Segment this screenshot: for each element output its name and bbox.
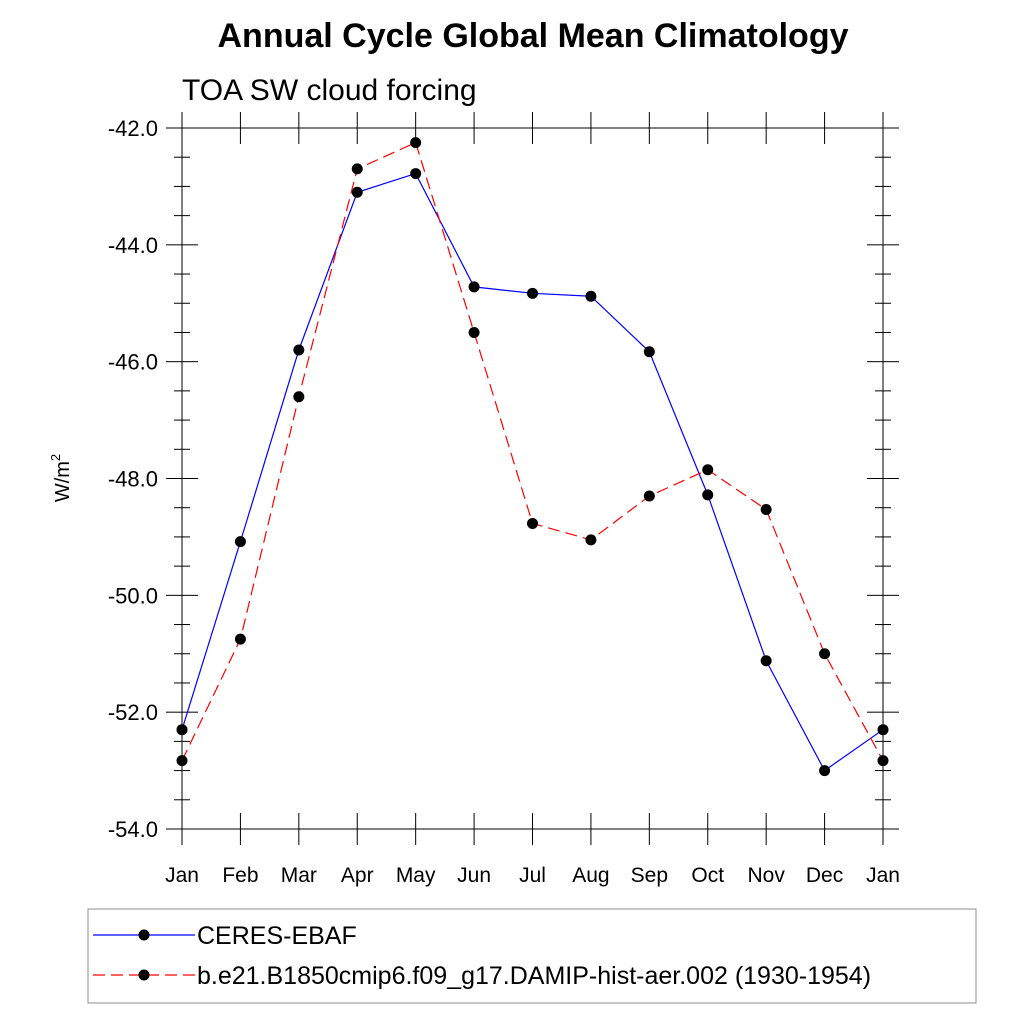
data-point [234, 633, 246, 645]
data-point [527, 517, 538, 529]
data-point [819, 648, 831, 660]
data-point [468, 326, 480, 338]
y-tick-label: -44.0 [108, 233, 158, 258]
data-point [410, 168, 422, 180]
legend-box [87, 908, 977, 1004]
x-tick-label: Jun [457, 864, 491, 887]
legend: CERES-EBAF b.e21.B1850cmip6.f09_g17.DAMIP… [93, 922, 871, 990]
data-point [176, 724, 188, 736]
x-tick-label: Oct [691, 864, 724, 887]
data-point [410, 137, 422, 149]
x-tick-label: Sep [631, 864, 668, 887]
x-tick-label: Jan [866, 864, 900, 887]
data-point [293, 344, 305, 356]
y-axis-label: W/m2 [48, 454, 74, 502]
data-point [702, 489, 714, 501]
x-tick-label: May [396, 864, 436, 887]
data-point [585, 290, 597, 302]
data-point [351, 186, 363, 198]
data-point [760, 503, 772, 515]
data-point [643, 346, 655, 358]
legend-entry-2: b.e21.B1850cmip6.f09_g17.DAMIP-hist-aer.… [93, 962, 871, 990]
plot-frame [181, 127, 884, 830]
series-line [181, 172, 884, 772]
y-tick-label: -52.0 [108, 700, 158, 725]
x-tick-label: Jan [165, 864, 199, 887]
x-tick-label: Dec [806, 864, 843, 887]
data-point [585, 534, 597, 546]
data-point [234, 536, 246, 548]
y-tick-label: -42.0 [108, 116, 158, 141]
x-tick-label: Jul [519, 864, 546, 887]
y-tick-label: -48.0 [108, 467, 158, 492]
x-tick-label: Mar [281, 864, 317, 887]
y-axis-label-superscript: 2 [48, 454, 63, 461]
chart-title: Annual Cycle Global Mean Climatology [218, 17, 849, 55]
x-tick-label: Nov [747, 864, 785, 887]
data-point [176, 755, 188, 767]
data-point [877, 724, 889, 736]
series-1 [176, 168, 889, 777]
data-point [702, 464, 714, 476]
y-tick-label: -54.0 [108, 817, 158, 842]
x-tick-label: Feb [222, 864, 258, 887]
data-point [643, 490, 655, 502]
data-point [468, 281, 480, 293]
y-tick-label: -46.0 [108, 350, 158, 375]
x-tick-label: Aug [572, 864, 609, 887]
series-line [181, 141, 884, 761]
chart-subtitle: TOA SW cloud forcing [182, 74, 477, 107]
legend-label: b.e21.B1850cmip6.f09_g17.DAMIP-hist-aer.… [197, 962, 871, 990]
legend-entry-1: CERES-EBAF [93, 922, 357, 950]
axis-ticks [166, 112, 899, 845]
legend-marker [138, 929, 150, 941]
data-point [819, 765, 831, 777]
data-point [351, 163, 363, 175]
svg-text:W/m2: W/m2 [48, 454, 74, 502]
y-tick-label: -50.0 [108, 583, 158, 608]
x-tick-labels: Jan Feb Mar Apr May Jun Jul Aug Sep Oct Nov Dec Jan [165, 864, 900, 887]
legend-marker [138, 969, 150, 981]
x-tick-label: Apr [341, 864, 374, 887]
data-point [760, 655, 772, 667]
legend-label: CERES-EBAF [197, 922, 357, 950]
data-point [293, 391, 305, 403]
data-point [527, 287, 538, 299]
data-point [877, 755, 889, 767]
series-2 [176, 137, 889, 767]
series-layer [176, 137, 889, 777]
y-axis-label-base: W/m [52, 461, 74, 502]
y-tick-labels: -42.0 -44.0 -46.0 -48.0 -50.0 -52.0 -54.0 [108, 116, 158, 842]
